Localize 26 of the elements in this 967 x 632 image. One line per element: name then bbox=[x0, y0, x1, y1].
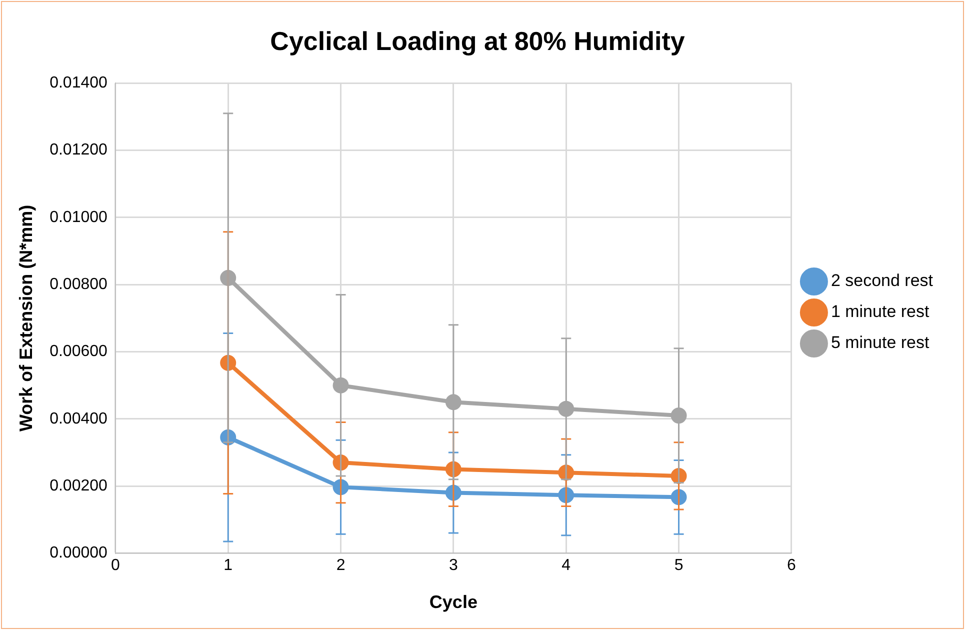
y-tick-label: 0.01200 bbox=[50, 142, 108, 159]
y-tick-label: 0.01000 bbox=[50, 208, 108, 226]
x-tick-label: 3 bbox=[448, 557, 458, 574]
y-tick-label: 0.00200 bbox=[50, 477, 108, 494]
y-tick-label: 0.00400 bbox=[50, 410, 108, 428]
point bbox=[332, 377, 349, 394]
y-tick-label: 0.00600 bbox=[50, 343, 108, 360]
y-tick-label: 0.01400 bbox=[50, 74, 108, 92]
x-tick-label: 0 bbox=[110, 557, 120, 574]
point bbox=[558, 400, 574, 417]
x-tick-label: 6 bbox=[786, 557, 796, 574]
y-tick-label: 0.00800 bbox=[50, 276, 108, 294]
point bbox=[445, 394, 462, 410]
x-tick-label: 5 bbox=[674, 557, 684, 574]
point bbox=[220, 270, 236, 286]
legend-label: 2 second rest bbox=[830, 271, 934, 290]
x-axis-title: Cycle bbox=[429, 592, 478, 612]
y-tick-label: 0.00000 bbox=[50, 544, 108, 562]
chart-title: Cyclical Loading at 80% Humidity bbox=[270, 26, 686, 56]
x-tick-label: 4 bbox=[562, 557, 571, 574]
x-tick-label: 1 bbox=[224, 557, 233, 574]
x-tick-label: 2 bbox=[336, 557, 346, 574]
legend-label: 1 minute rest bbox=[830, 302, 930, 322]
y-axis-title: Work of Extension (N*mm) bbox=[16, 204, 36, 432]
legend-label: 5 minute rest bbox=[830, 333, 930, 352]
point bbox=[670, 408, 687, 424]
